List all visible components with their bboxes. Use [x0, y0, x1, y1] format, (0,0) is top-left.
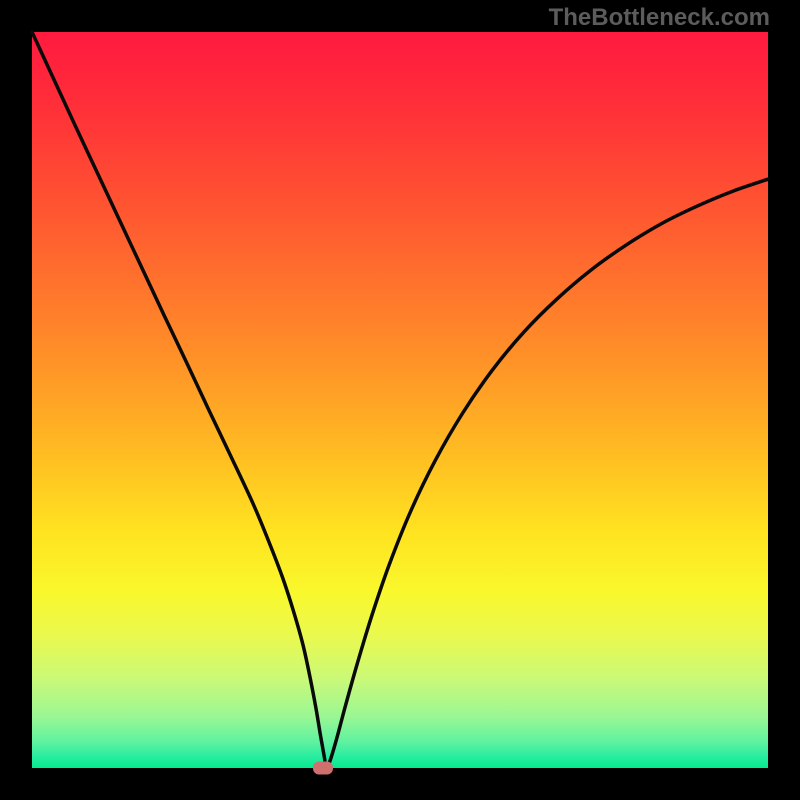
watermark-text: TheBottleneck.com — [549, 4, 770, 32]
optimum-marker — [313, 762, 333, 775]
optimum-marker-pill — [313, 762, 333, 775]
bottleneck-curve — [0, 0, 800, 800]
